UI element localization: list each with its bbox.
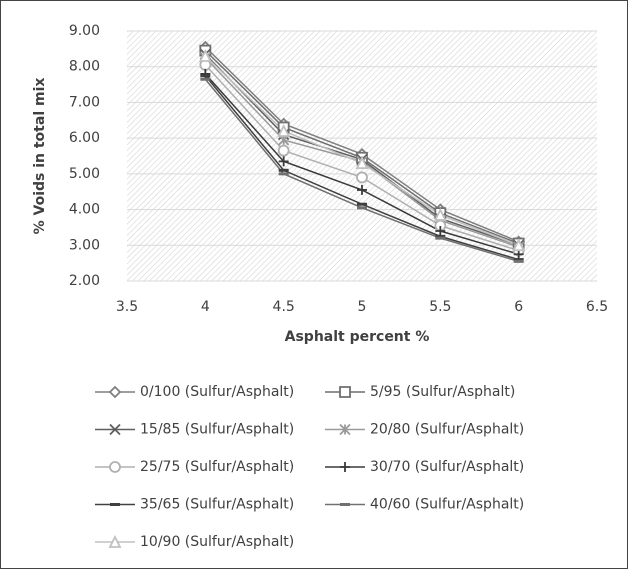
y-tick-label: 6.00	[69, 130, 100, 146]
x-tick-label: 4	[201, 299, 210, 315]
marker	[277, 144, 290, 157]
marker	[357, 184, 367, 195]
legend-label: 30/70 (Sulfur/Asphalt)	[370, 459, 524, 475]
legend-label: 40/60 (Sulfur/Asphalt)	[370, 497, 524, 513]
marker	[339, 423, 351, 436]
marker	[278, 156, 289, 167]
y-tick-label: 2.00	[69, 273, 100, 289]
legend-label: 20/80 (Sulfur/Asphalt)	[370, 422, 524, 438]
legend-label: 10/90 (Sulfur/Asphalt)	[140, 534, 294, 550]
legend-label: 15/85 (Sulfur/Asphalt)	[140, 422, 294, 438]
x-axis-title: Asphalt percent %	[285, 329, 430, 345]
y-tick-label: 7.00	[69, 94, 100, 110]
x-tick-label: 5	[358, 299, 367, 315]
marker	[512, 238, 526, 252]
y-tick-label: 3.00	[69, 237, 100, 253]
marker	[355, 156, 369, 170]
y-tick-label: 4.00	[69, 202, 100, 218]
marker	[198, 48, 212, 62]
marker	[108, 385, 122, 399]
marker	[435, 226, 446, 236]
legend-label: 25/75 (Sulfur/Asphalt)	[140, 459, 294, 475]
x-tick-label: 4.5	[273, 299, 295, 315]
marker	[433, 207, 447, 221]
marker	[109, 423, 121, 436]
y-tick-label: 8.00	[69, 59, 100, 75]
marker	[277, 123, 291, 137]
y-axis-title: % Voids in total mix	[32, 78, 48, 235]
marker	[340, 462, 350, 472]
y-tick-label: 5.00	[69, 166, 100, 182]
x-tick-label: 6	[514, 299, 523, 315]
marker	[200, 68, 211, 79]
marker	[356, 171, 368, 184]
legend-label: 0/100 (Sulfur/Asphalt)	[140, 384, 294, 400]
x-tick-label: 5.5	[429, 299, 451, 315]
marker	[108, 534, 122, 548]
x-tick-label: 3.5	[116, 299, 138, 315]
marker	[339, 386, 351, 398]
legend-label: 5/95 (Sulfur/Asphalt)	[370, 384, 515, 400]
legend-label: 35/65 (Sulfur/Asphalt)	[140, 497, 294, 513]
x-tick-label: 6.5	[586, 299, 608, 315]
y-tick-label: 9.00	[69, 23, 100, 39]
marker	[109, 461, 121, 473]
